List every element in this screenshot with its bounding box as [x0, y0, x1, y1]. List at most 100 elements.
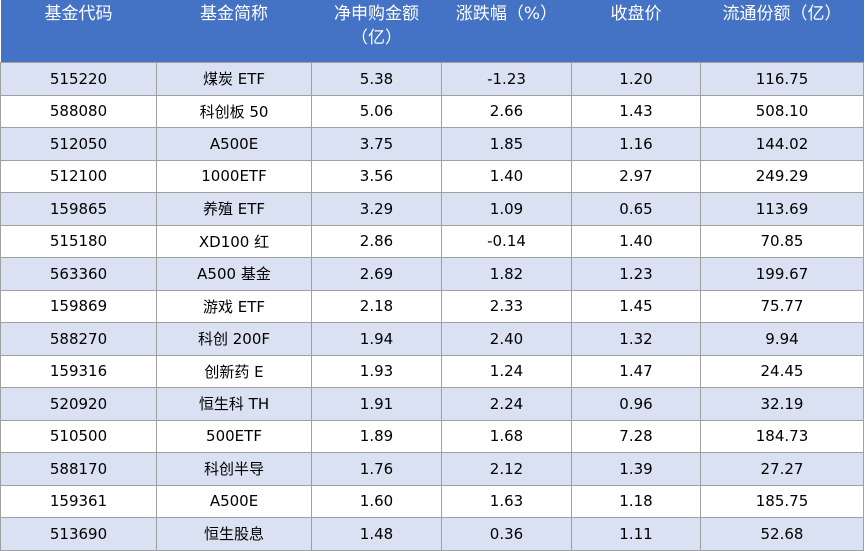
header-close-price: 收盘价 [571, 0, 701, 63]
cell-net-subscription: 5.06 [311, 94, 442, 128]
cell-float-shares: 249.29 [700, 159, 864, 193]
header-net-subscription: 净申购金额（亿） [311, 0, 442, 63]
table-row: 563360 A500 基金 2.69 1.82 1.23 199.67 [0, 257, 864, 291]
cell-fund-name: 1000ETF [156, 159, 312, 193]
table-header: 基金代码 基金简称 净申购金额（亿） 涨跌幅（%） 收盘价 流通份额（亿） [0, 0, 864, 63]
cell-net-subscription: 2.18 [311, 289, 442, 323]
cell-fund-code: 510500 [0, 419, 157, 453]
cell-close-price: 0.96 [571, 387, 701, 421]
cell-float-shares: 199.67 [700, 257, 864, 291]
cell-change-pct: 1.82 [441, 257, 572, 291]
cell-fund-name: 恒生科 TH [156, 387, 312, 421]
cell-fund-name: 游戏 ETF [156, 289, 312, 323]
cell-change-pct: 2.66 [441, 94, 572, 128]
cell-close-price: 1.40 [571, 224, 701, 258]
cell-close-price: 1.16 [571, 127, 701, 161]
cell-net-subscription: 1.76 [311, 452, 442, 486]
cell-fund-code: 513690 [0, 517, 157, 551]
cell-fund-name: 科创 200F [156, 322, 312, 356]
cell-net-subscription: 1.93 [311, 354, 442, 388]
cell-fund-name: A500E [156, 484, 312, 518]
cell-net-subscription: 3.75 [311, 127, 442, 161]
cell-fund-name: 创新药 E [156, 354, 312, 388]
cell-close-price: 1.47 [571, 354, 701, 388]
cell-fund-code: 588270 [0, 322, 157, 356]
table-row: 515180 XD100 红 2.86 -0.14 1.40 70.85 [0, 224, 864, 258]
table-row: 588270 科创 200F 1.94 2.40 1.32 9.94 [0, 322, 864, 356]
cell-change-pct: 1.09 [441, 192, 572, 226]
cell-change-pct: -0.14 [441, 224, 572, 258]
cell-close-price: 1.43 [571, 94, 701, 128]
cell-fund-code: 159361 [0, 484, 157, 518]
table-row: 159361 A500E 1.60 1.63 1.18 185.75 [0, 484, 864, 518]
cell-fund-name: 500ETF [156, 419, 312, 453]
cell-fund-name: 科创半导 [156, 452, 312, 486]
cell-net-subscription: 1.94 [311, 322, 442, 356]
cell-change-pct: 2.40 [441, 322, 572, 356]
cell-fund-name: 养殖 ETF [156, 192, 312, 226]
table-row: 512100 1000ETF 3.56 1.40 2.97 249.29 [0, 159, 864, 193]
cell-net-subscription: 2.86 [311, 224, 442, 258]
cell-float-shares: 27.27 [700, 452, 864, 486]
header-fund-code: 基金代码 [0, 0, 157, 63]
cell-net-subscription: 3.29 [311, 192, 442, 226]
table-row: 513690 恒生股息 1.48 0.36 1.11 52.68 [0, 517, 864, 551]
cell-fund-code: 515220 [0, 62, 157, 96]
table-row: 159865 养殖 ETF 3.29 1.09 0.65 113.69 [0, 192, 864, 226]
cell-float-shares: 144.02 [700, 127, 864, 161]
cell-float-shares: 184.73 [700, 419, 864, 453]
cell-close-price: 1.39 [571, 452, 701, 486]
table-row: 515220 煤炭 ETF 5.38 -1.23 1.20 116.75 [0, 62, 864, 96]
cell-fund-code: 515180 [0, 224, 157, 258]
cell-fund-name: 煤炭 ETF [156, 62, 312, 96]
cell-close-price: 1.23 [571, 257, 701, 291]
cell-net-subscription: 5.38 [311, 62, 442, 96]
cell-fund-name: A500E [156, 127, 312, 161]
table-row: 588170 科创半导 1.76 2.12 1.39 27.27 [0, 452, 864, 486]
cell-fund-code: 159316 [0, 354, 157, 388]
cell-change-pct: -1.23 [441, 62, 572, 96]
cell-change-pct: 2.12 [441, 452, 572, 486]
cell-net-subscription: 1.91 [311, 387, 442, 421]
header-fund-name: 基金简称 [156, 0, 312, 63]
cell-float-shares: 185.75 [700, 484, 864, 518]
cell-fund-name: A500 基金 [156, 257, 312, 291]
header-change-pct: 涨跌幅（%） [441, 0, 572, 63]
cell-close-price: 1.45 [571, 289, 701, 323]
table-body: 515220 煤炭 ETF 5.38 -1.23 1.20 116.75 588080 科创板… [0, 62, 864, 551]
cell-net-subscription: 1.89 [311, 419, 442, 453]
cell-change-pct: 1.68 [441, 419, 572, 453]
cell-net-subscription: 1.60 [311, 484, 442, 518]
cell-fund-code: 520920 [0, 387, 157, 421]
cell-change-pct: 2.24 [441, 387, 572, 421]
cell-change-pct: 1.40 [441, 159, 572, 193]
table-row: 520920 恒生科 TH 1.91 2.24 0.96 32.19 [0, 387, 864, 421]
table-row: 588080 科创板 50 5.06 2.66 1.43 508.10 [0, 94, 864, 128]
cell-float-shares: 32.19 [700, 387, 864, 421]
cell-fund-code: 159865 [0, 192, 157, 226]
cell-fund-code: 512100 [0, 159, 157, 193]
cell-close-price: 1.20 [571, 62, 701, 96]
cell-fund-code: 588170 [0, 452, 157, 486]
cell-change-pct: 1.85 [441, 127, 572, 161]
cell-change-pct: 1.24 [441, 354, 572, 388]
cell-float-shares: 70.85 [700, 224, 864, 258]
cell-float-shares: 508.10 [700, 94, 864, 128]
cell-net-subscription: 2.69 [311, 257, 442, 291]
cell-close-price: 2.97 [571, 159, 701, 193]
cell-fund-name: XD100 红 [156, 224, 312, 258]
cell-close-price: 7.28 [571, 419, 701, 453]
header-float-shares: 流通份额（亿） [700, 0, 864, 63]
cell-float-shares: 116.75 [700, 62, 864, 96]
cell-net-subscription: 3.56 [311, 159, 442, 193]
table-row: 512050 A500E 3.75 1.85 1.16 144.02 [0, 127, 864, 161]
table-row: 159869 游戏 ETF 2.18 2.33 1.45 75.77 [0, 289, 864, 323]
cell-fund-name: 恒生股息 [156, 517, 312, 551]
cell-float-shares: 9.94 [700, 322, 864, 356]
cell-close-price: 0.65 [571, 192, 701, 226]
cell-fund-name: 科创板 50 [156, 94, 312, 128]
cell-change-pct: 0.36 [441, 517, 572, 551]
cell-close-price: 1.11 [571, 517, 701, 551]
cell-float-shares: 24.45 [700, 354, 864, 388]
